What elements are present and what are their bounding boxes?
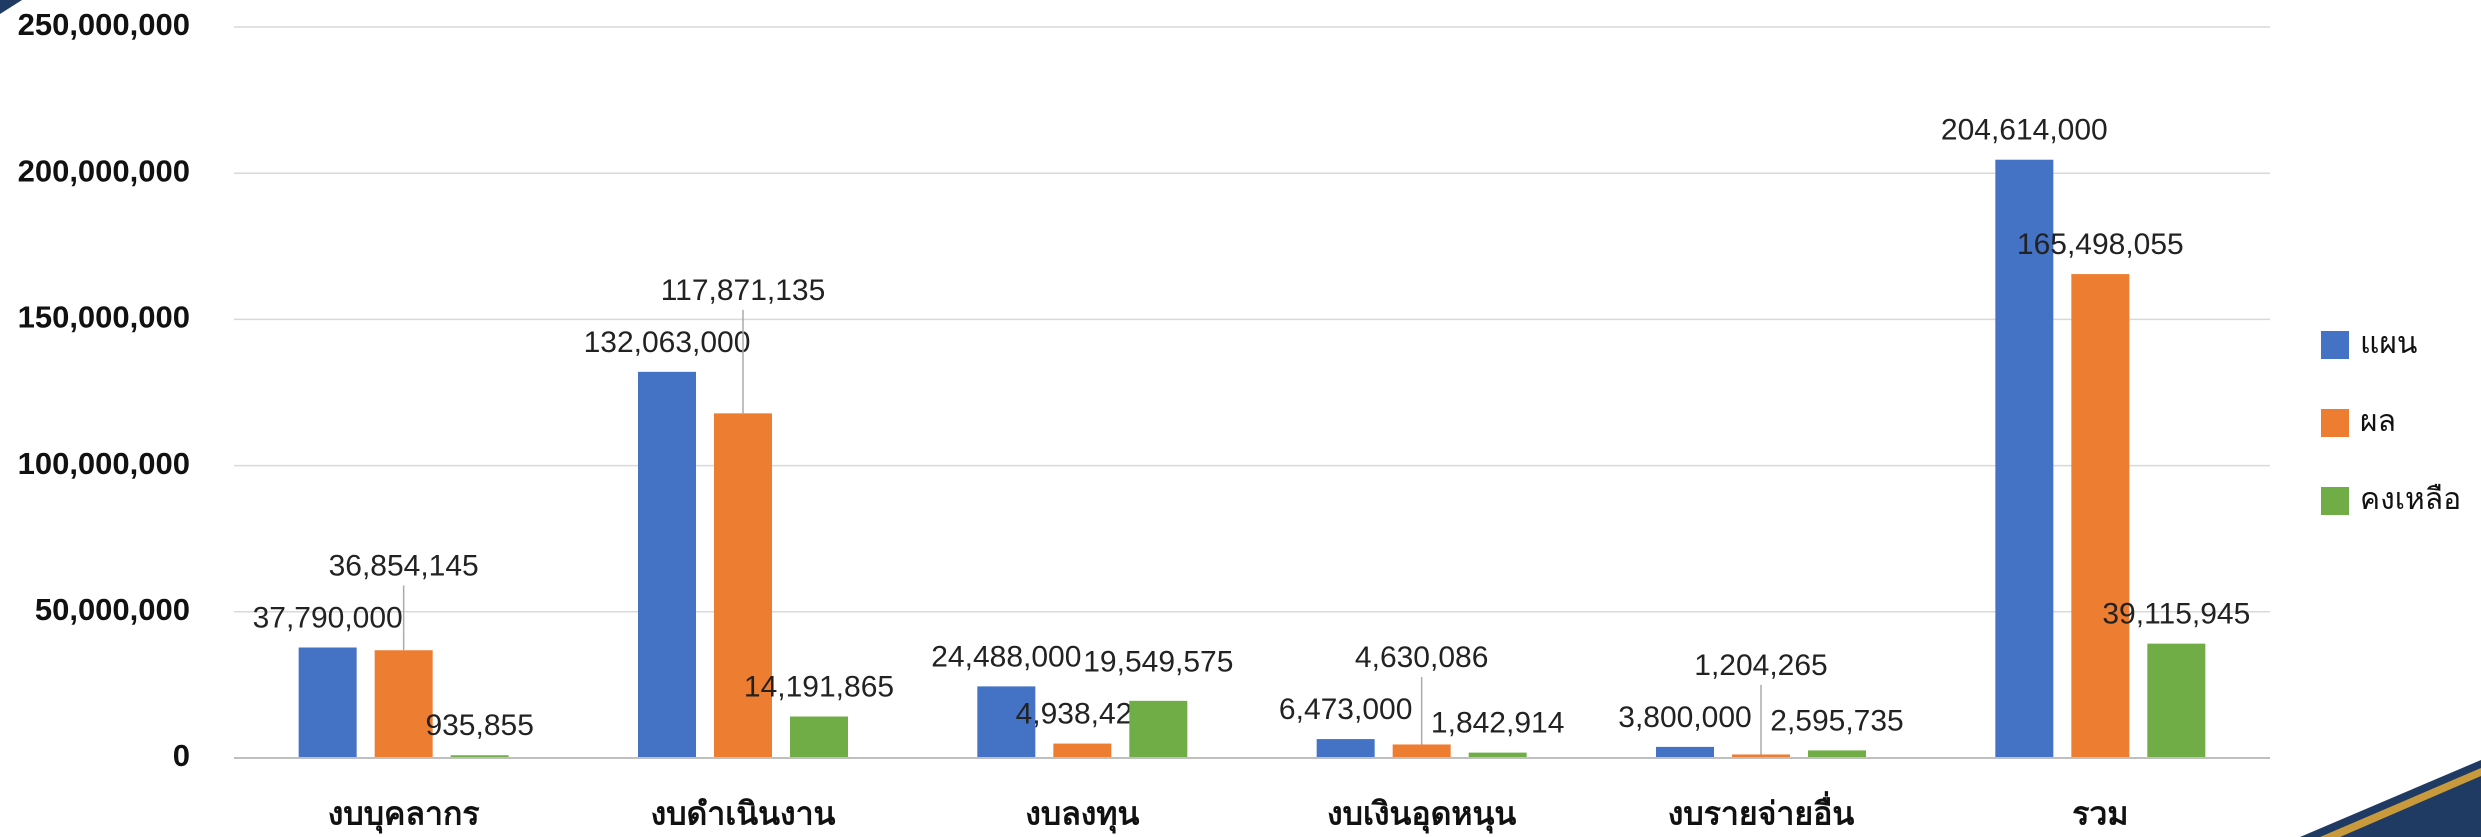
bar (1316, 739, 1375, 758)
data-label: 165,498,055 (2017, 228, 2184, 261)
bar (790, 716, 848, 758)
data-label: 2,595,735 (1770, 704, 1903, 737)
data-label: 4,630,086 (1355, 641, 1488, 674)
legend-swatch (2321, 487, 2349, 515)
bar (1995, 159, 2054, 758)
bar (1053, 743, 1112, 758)
bar (450, 755, 509, 758)
legend-label: แผน (2360, 327, 2417, 360)
x-tick-label: งบบุคลากร (328, 795, 480, 834)
data-label: 1,204,265 (1694, 649, 1827, 682)
bar (298, 647, 357, 758)
data-label: 14,191,865 (744, 670, 894, 703)
legend-swatch (2321, 331, 2349, 359)
bar (2147, 643, 2206, 758)
y-tick-label: 150,000,000 (18, 300, 190, 335)
bar (1392, 744, 1451, 758)
bar (1656, 746, 1714, 758)
legend-label: คงเหลือ (2360, 483, 2461, 516)
corner-decoration (2320, 768, 2481, 837)
bar (714, 413, 772, 758)
y-tick-label: 0 (173, 738, 190, 773)
x-tick-label: งบลงทุน (1025, 795, 1139, 834)
x-tick-label: งบเงินอุดหนุน (1327, 795, 1516, 834)
bar (374, 650, 433, 758)
corner-decoration (2300, 760, 2481, 837)
data-label: 1,842,914 (1431, 707, 1564, 740)
data-label: 36,854,145 (329, 549, 479, 582)
corner-decoration (0, 0, 22, 14)
x-tick-label: งบรายจ่ายอื่น (1668, 790, 1855, 831)
legend-swatch (2321, 409, 2349, 437)
y-tick-label: 250,000,000 (18, 7, 190, 42)
data-label: 6,473,000 (1279, 693, 1412, 726)
bar (977, 686, 1036, 758)
data-label: 3,800,000 (1618, 701, 1751, 734)
data-label: 4,938,425 (1016, 697, 1149, 730)
data-label: 37,790,000 (253, 601, 403, 634)
x-tick-label: งบดำเนินงาน (651, 795, 836, 831)
data-label: 132,063,000 (584, 326, 751, 359)
bar (1732, 754, 1790, 758)
data-label: 39,115,945 (2102, 598, 2250, 631)
data-label: 935,855 (425, 709, 533, 742)
bar (1468, 752, 1527, 758)
data-label: 19,549,575 (1083, 645, 1233, 678)
y-tick-label: 50,000,000 (35, 592, 190, 627)
data-label: 24,488,000 (931, 640, 1081, 673)
y-tick-label: 200,000,000 (18, 153, 190, 188)
x-tick-label: รวม (2072, 795, 2128, 831)
data-label: 204,614,000 (1941, 114, 2108, 147)
data-label: 117,871,135 (661, 274, 826, 307)
legend-label: ผล (2360, 405, 2396, 438)
bar (2071, 274, 2130, 758)
bar (1808, 750, 1866, 758)
y-tick-label: 100,000,000 (18, 446, 190, 481)
bar (638, 371, 696, 758)
bar (1129, 700, 1188, 758)
